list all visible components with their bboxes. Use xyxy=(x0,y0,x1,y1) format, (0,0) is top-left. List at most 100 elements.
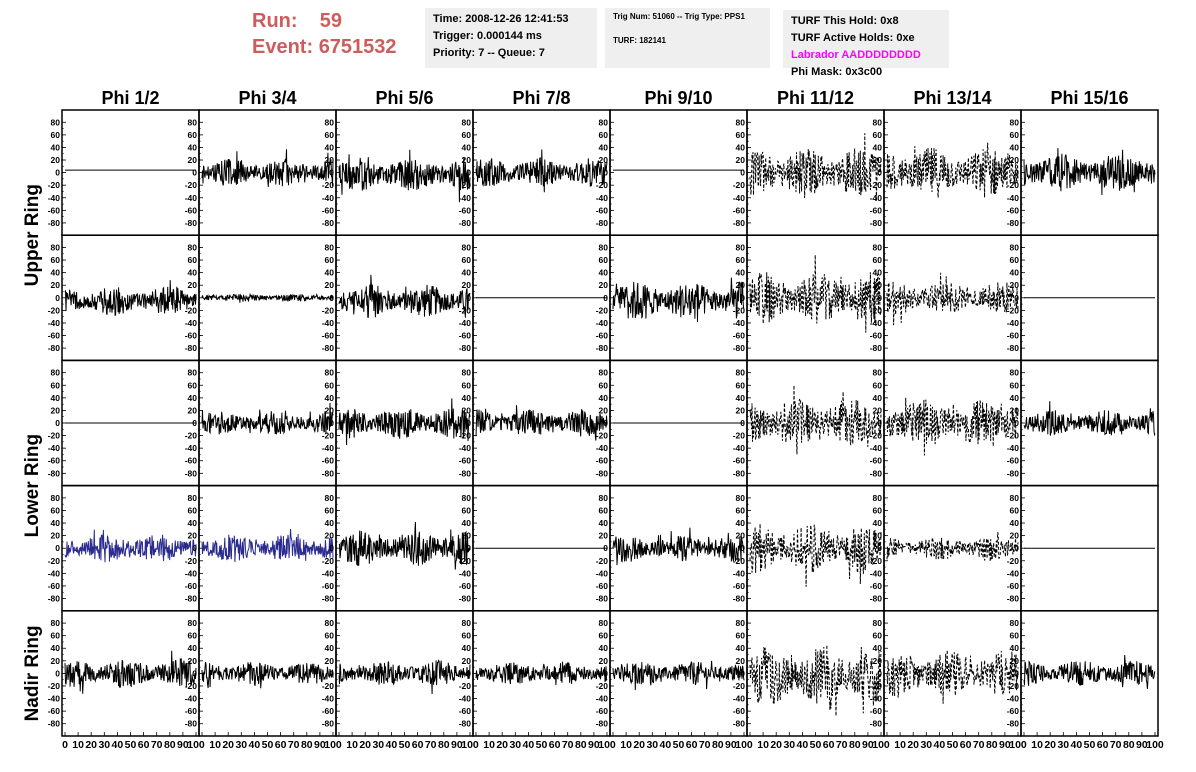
y-tick-label: 80 xyxy=(188,368,198,378)
waveform-trace xyxy=(749,254,882,333)
y-tick-label: 80 xyxy=(51,117,61,127)
y-tick-label: 80 xyxy=(462,493,472,503)
waveform-trace xyxy=(749,133,882,202)
waveform-trace xyxy=(64,529,197,563)
y-tick-label: 60 xyxy=(188,380,198,390)
y-tick-label: 0 xyxy=(1014,168,1019,178)
y-tick-label: -60 xyxy=(733,581,746,591)
y-tick-label: 60 xyxy=(188,505,198,515)
x-tick-label: 70 xyxy=(973,739,985,751)
x-tick-label: 70 xyxy=(562,739,574,751)
y-tick-label: 40 xyxy=(736,393,746,403)
y-tick-label: -40 xyxy=(322,193,335,203)
x-tick-label: 50 xyxy=(947,739,959,751)
x-tick-label: 10 xyxy=(757,739,769,751)
y-tick-label: -40 xyxy=(48,443,61,453)
y-tick-label: 40 xyxy=(736,268,746,278)
y-tick-label: -40 xyxy=(870,193,883,203)
y-tick-label: 0 xyxy=(329,293,334,303)
x-tick-label: 30 xyxy=(98,739,110,751)
y-tick-label: -60 xyxy=(1007,331,1020,341)
y-tick-label: -80 xyxy=(322,218,335,228)
y-tick-label: 60 xyxy=(462,380,472,390)
y-tick-label: -40 xyxy=(596,318,609,328)
y-tick-label: 0 xyxy=(466,293,471,303)
x-tick-label: 50 xyxy=(536,739,548,751)
y-tick-label: -40 xyxy=(870,694,883,704)
x-tick-label: 100 xyxy=(872,739,890,751)
y-tick-label: 0 xyxy=(192,543,197,553)
y-tick-label: 20 xyxy=(188,656,198,666)
y-tick-label: -20 xyxy=(185,305,198,315)
x-tick-label: 50 xyxy=(262,739,274,751)
y-tick-label: 0 xyxy=(329,668,334,678)
y-tick-label: -20 xyxy=(1007,556,1020,566)
y-tick-label: -20 xyxy=(733,556,746,566)
y-tick-label: 20 xyxy=(51,405,61,415)
y-tick-label: 20 xyxy=(188,155,198,165)
y-tick-label: 20 xyxy=(1010,155,1020,165)
y-tick-label: -20 xyxy=(185,556,198,566)
y-tick-label: 40 xyxy=(873,518,883,528)
x-tick-label: 30 xyxy=(1057,739,1069,751)
y-tick-label: -80 xyxy=(322,594,335,604)
y-tick-label: 80 xyxy=(325,368,335,378)
x-tick-label: 60 xyxy=(686,739,698,751)
y-tick-label: -80 xyxy=(733,343,746,353)
y-tick-label: -60 xyxy=(48,205,61,215)
y-tick-label: 0 xyxy=(603,293,608,303)
waveform-panel: 80 60 40 20 0 -20 -40 -60 -80 xyxy=(733,234,885,362)
y-tick-label: -20 xyxy=(1007,681,1020,691)
y-tick-label: 40 xyxy=(325,142,335,152)
y-tick-label: -60 xyxy=(459,706,472,716)
y-tick-label: 20 xyxy=(325,656,335,666)
y-tick-label: -80 xyxy=(322,468,335,478)
y-tick-label: 40 xyxy=(462,393,472,403)
event-line: Event: 6751532 xyxy=(252,34,422,60)
y-tick-label: 40 xyxy=(873,643,883,653)
row-label: Upper Ring xyxy=(22,184,43,286)
waveform-trace xyxy=(886,532,1019,562)
x-tick-label: 70 xyxy=(699,739,711,751)
waveform-panel: 80 60 40 20 0 -20 -40 -60 -80 xyxy=(459,109,611,236)
x-tick-label: 80 xyxy=(438,739,450,751)
trigger-line: Trigger: 0.000144 ms xyxy=(433,30,542,42)
x-tick-label: 50 xyxy=(1084,739,1096,751)
y-tick-label: 0 xyxy=(55,293,60,303)
y-tick-label: 80 xyxy=(51,493,61,503)
x-tick-label: 80 xyxy=(849,739,861,751)
y-tick-label: -60 xyxy=(48,706,61,716)
x-tick-label: 80 xyxy=(712,739,724,751)
turf-hold-line: TURF This Hold: 0x8 xyxy=(791,15,899,27)
y-tick-label: -80 xyxy=(459,468,472,478)
y-tick-label: -80 xyxy=(48,343,61,353)
y-tick-label: -80 xyxy=(870,468,883,478)
y-tick-label: -60 xyxy=(870,456,883,466)
trig-info-box: Trig Num: 51060 -- Trig Type: PPS1 TURF:… xyxy=(605,8,770,68)
x-tick-label: 100 xyxy=(735,739,753,751)
x-tick-label: 40 xyxy=(660,739,672,751)
y-tick-label: 20 xyxy=(599,280,609,290)
x-tick-label: 100 xyxy=(1146,739,1164,751)
y-tick-label: 0 xyxy=(877,668,882,678)
waveform-panel: 80 60 40 20 0 -20 -40 -60 -80 xyxy=(322,234,474,362)
y-tick-label: -60 xyxy=(322,581,335,591)
x-tick-label: 60 xyxy=(549,739,561,751)
y-tick-label: -60 xyxy=(185,205,198,215)
waveform-panel: 80 60 40 20 0 -20 -40 -60 -80 xyxy=(1007,234,1159,362)
waveform-trace xyxy=(612,527,745,566)
y-tick-label: 0 xyxy=(192,418,197,428)
y-tick-label: 0 xyxy=(1014,543,1019,553)
x-tick-label: 70 xyxy=(288,739,300,751)
x-tick-label: 10 xyxy=(346,739,358,751)
x-tick-label: 20 xyxy=(85,739,97,751)
column-header: Phi 3/4 xyxy=(238,88,296,108)
y-tick-label: -40 xyxy=(322,568,335,578)
y-tick-label: -60 xyxy=(48,581,61,591)
y-tick-label: 0 xyxy=(603,418,608,428)
y-tick-label: 0 xyxy=(603,168,608,178)
y-tick-label: 60 xyxy=(599,255,609,265)
y-tick-label: 80 xyxy=(599,368,609,378)
y-tick-label: -80 xyxy=(733,218,746,228)
